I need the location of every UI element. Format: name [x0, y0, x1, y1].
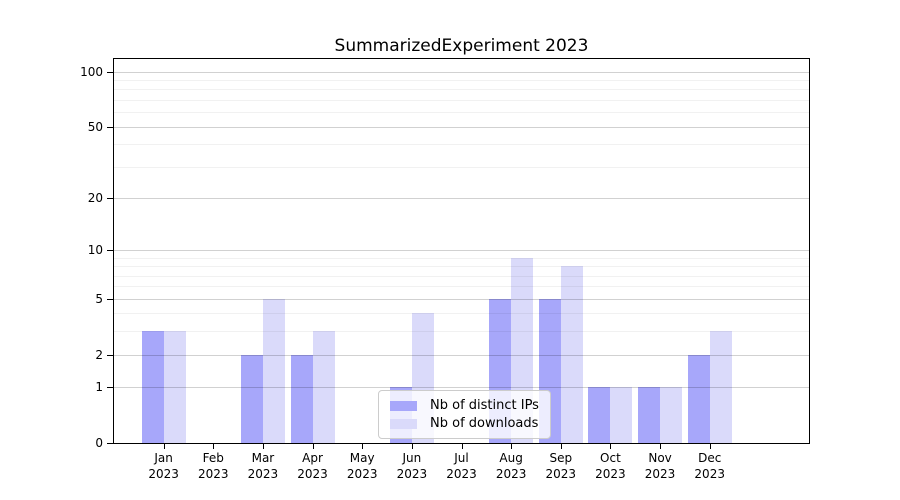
- bar-ips-dec: [687, 354, 710, 443]
- bar-downloads-nov: [660, 387, 683, 443]
- gridline-minor-30: [114, 166, 809, 168]
- bar-ips-mar: [240, 354, 263, 443]
- x-tick-jun: [411, 444, 413, 449]
- bar-downloads-mar: [262, 298, 285, 443]
- gridline-minor-7: [114, 275, 809, 277]
- x-tick-label-sep: Sep 2023: [545, 451, 577, 481]
- gridline-minor-3: [114, 331, 809, 333]
- gridline-minor-70: [114, 99, 809, 101]
- x-tick-sep: [560, 444, 562, 449]
- y-tick-label-10: 10: [87, 242, 103, 257]
- gridline-minor-40: [114, 144, 809, 146]
- x-tick-label-jan: Jan 2023: [148, 451, 179, 481]
- y-tick-0: [107, 443, 113, 444]
- x-tick-label-nov: Nov 2023: [644, 451, 676, 481]
- gridline-major-20: [114, 197, 809, 199]
- x-tick-oct: [610, 444, 612, 449]
- x-tick-label-jun: Jun 2023: [396, 451, 428, 481]
- y-tick-label-0: 0: [95, 436, 103, 450]
- y-tick-label-20: 20: [87, 190, 103, 205]
- x-tick-label-jul: Jul 2023: [446, 451, 477, 481]
- gridline-minor-80: [114, 89, 809, 91]
- x-tick-jul: [461, 444, 463, 449]
- gridline-minor-8: [114, 266, 809, 268]
- plot-area: [113, 58, 810, 444]
- gridline-major-50: [114, 126, 809, 128]
- legend-row-downloads: Nb of downloads: [390, 416, 539, 431]
- x-tick-label-feb: Feb 2023: [198, 451, 229, 481]
- x-tick-mar: [262, 444, 264, 449]
- x-tick-label-apr: Apr 2023: [297, 451, 328, 481]
- legend-label-distinct-ips: Nb of distinct IPs: [430, 398, 539, 413]
- gridline-minor-4: [114, 313, 809, 315]
- bar-downloads-oct: [610, 387, 633, 443]
- bar-downloads-jan: [163, 331, 186, 443]
- x-tick-may: [362, 444, 364, 449]
- bar-ips-apr: [290, 354, 313, 443]
- y-tick-100: [107, 71, 113, 73]
- legend-label-downloads: Nb of downloads: [430, 416, 539, 431]
- x-tick-aug: [511, 444, 513, 449]
- y-tick-label-50: 50: [87, 119, 103, 134]
- y-tick-label-2: 2: [95, 347, 103, 362]
- bar-downloads-sep: [560, 266, 583, 443]
- gridline-major-1: [114, 387, 809, 389]
- gridline-major-2: [114, 354, 809, 356]
- legend: Nb of distinct IPs Nb of downloads: [378, 390, 551, 439]
- x-tick-dec: [709, 444, 711, 449]
- gridline-major-10: [114, 249, 809, 251]
- legend-swatch-downloads: [390, 418, 417, 429]
- y-tick-label-5: 5: [95, 291, 103, 306]
- legend-row-distinct-ips: Nb of distinct IPs: [390, 398, 539, 413]
- y-tick-50: [107, 126, 113, 128]
- x-tick-nov: [660, 444, 662, 449]
- legend-swatch-distinct-ips: [390, 400, 417, 411]
- y-tick-20: [107, 197, 113, 199]
- bar-downloads-dec: [709, 331, 732, 443]
- gridline-major-100: [114, 71, 809, 73]
- gridline-minor-60: [114, 112, 809, 114]
- x-tick-label-may: May 2023: [346, 451, 378, 481]
- x-tick-label-aug: Aug 2023: [495, 451, 527, 481]
- y-tick-1: [107, 387, 113, 389]
- y-tick-label-100: 100: [80, 64, 103, 79]
- bar-ips-nov: [638, 387, 661, 443]
- gridline-major-5: [114, 298, 809, 300]
- bar-downloads-apr: [312, 331, 335, 443]
- x-tick-label-dec: Dec 2023: [694, 451, 725, 481]
- x-tick-apr: [312, 444, 314, 449]
- x-tick-label-oct: Oct 2023: [595, 451, 626, 481]
- bar-ips-oct: [588, 387, 611, 443]
- gridline-minor-9: [114, 257, 809, 259]
- x-tick-jan: [163, 444, 165, 449]
- x-tick-feb: [213, 444, 215, 449]
- chart-title: SummarizedExperiment 2023: [334, 36, 589, 56]
- gridline-minor-90: [114, 79, 809, 81]
- y-tick-label-1: 1: [95, 380, 103, 395]
- bar-ips-jan: [141, 331, 164, 443]
- y-tick-10: [107, 249, 113, 251]
- x-tick-label-mar: Mar 2023: [247, 451, 279, 481]
- y-tick-5: [107, 298, 113, 300]
- gridline-minor-6: [114, 286, 809, 288]
- y-tick-2: [107, 354, 113, 356]
